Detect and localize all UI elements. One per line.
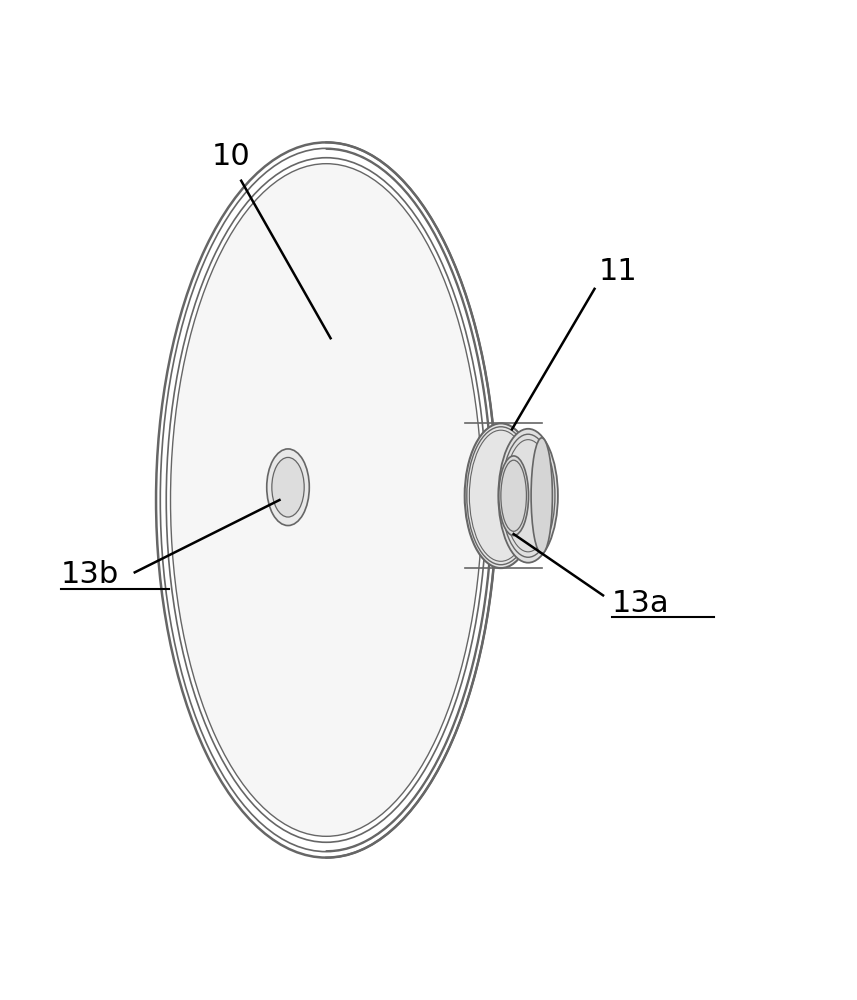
- Text: 11: 11: [599, 257, 638, 286]
- Ellipse shape: [470, 430, 532, 561]
- Ellipse shape: [504, 440, 552, 552]
- Ellipse shape: [501, 434, 555, 557]
- Ellipse shape: [464, 423, 537, 568]
- Text: 13a: 13a: [612, 589, 669, 618]
- Text: 13b: 13b: [61, 560, 119, 589]
- Text: 10: 10: [212, 142, 250, 171]
- Ellipse shape: [171, 164, 482, 836]
- Ellipse shape: [272, 457, 304, 517]
- Ellipse shape: [467, 427, 535, 565]
- Ellipse shape: [500, 460, 526, 531]
- Ellipse shape: [267, 449, 309, 526]
- Ellipse shape: [499, 456, 529, 536]
- Ellipse shape: [498, 429, 558, 563]
- Ellipse shape: [531, 438, 553, 554]
